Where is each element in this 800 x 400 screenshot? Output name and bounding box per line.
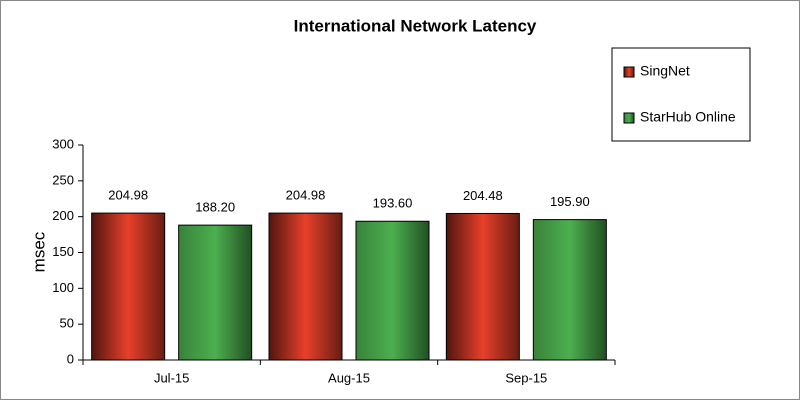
value-label: 204.98 (108, 188, 148, 203)
value-label: 204.48 (463, 188, 503, 203)
y-tick-label: 0 (67, 351, 74, 366)
bar (445, 212, 520, 361)
bar (178, 224, 253, 361)
value-label: 188.20 (195, 200, 235, 215)
y-tick-label: 300 (52, 136, 74, 151)
legend-box (611, 47, 751, 142)
legend-swatch (623, 66, 635, 78)
y-tick-label: 100 (52, 280, 74, 295)
bar (91, 212, 166, 361)
bar (268, 212, 343, 361)
bar (355, 220, 430, 361)
legend-label: StarHub Online (640, 109, 736, 125)
y-tick-label: 150 (52, 244, 74, 259)
value-label: 193.60 (373, 196, 413, 211)
y-tick-label: 200 (52, 208, 74, 223)
x-tick-label: Aug-15 (328, 370, 370, 385)
bar (532, 219, 607, 361)
x-tick-label: Jul-15 (154, 370, 189, 385)
value-label: 204.98 (286, 188, 326, 203)
y-tick-label: 250 (52, 172, 74, 187)
y-tick-label: 50 (60, 316, 74, 331)
chart-title: International Network Latency (294, 16, 537, 35)
value-label: 195.90 (550, 194, 590, 209)
legend-label: SingNet (640, 63, 690, 79)
y-axis-label: msec (29, 231, 48, 272)
legend-swatch (623, 112, 635, 124)
x-tick-label: Sep-15 (505, 370, 547, 385)
